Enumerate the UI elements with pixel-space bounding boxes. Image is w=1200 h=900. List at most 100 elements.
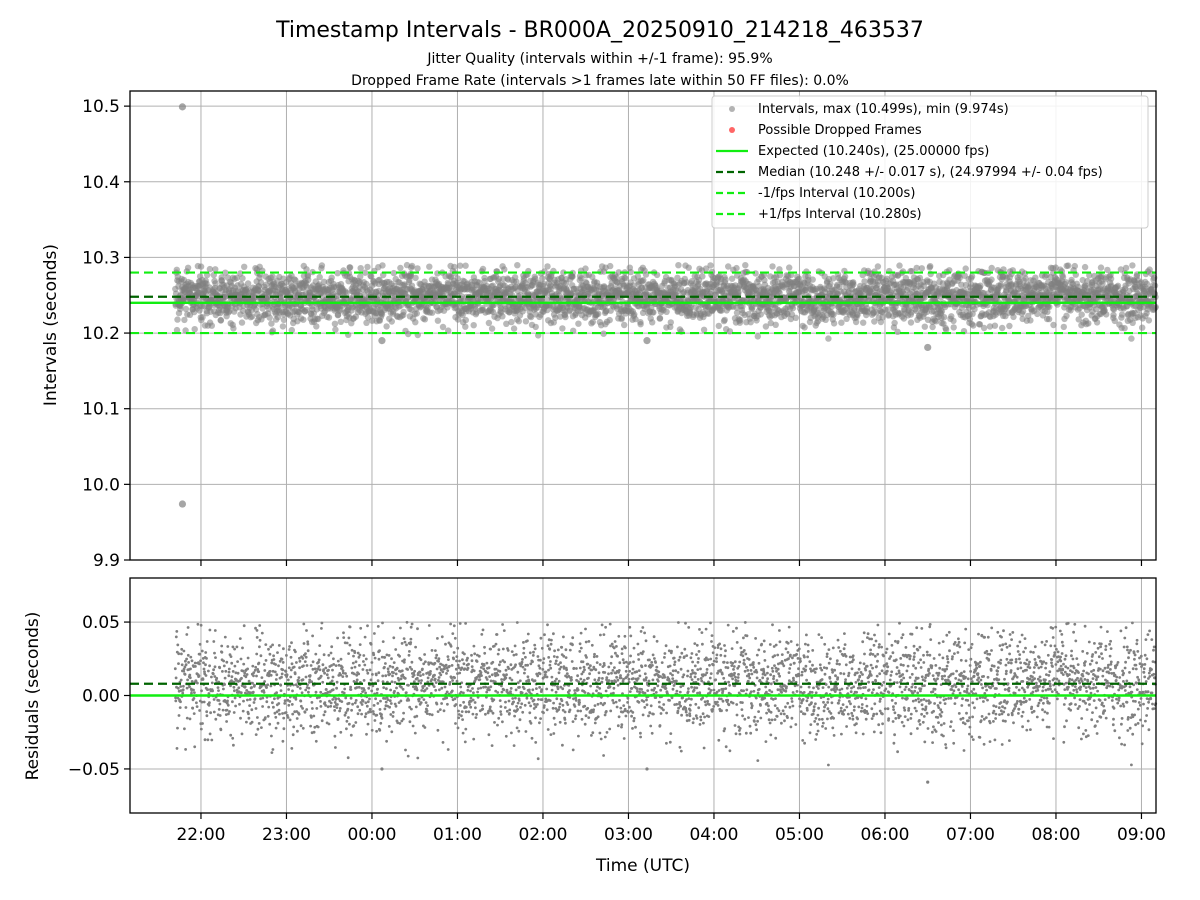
residual-point	[250, 720, 254, 724]
residual-point	[241, 646, 244, 650]
residual-point	[217, 689, 220, 692]
interval-point	[621, 321, 628, 329]
residual-point	[198, 642, 202, 646]
interval-point	[1065, 262, 1072, 269]
interval-point	[363, 319, 370, 326]
interval-point	[439, 323, 447, 331]
residual-point	[314, 652, 318, 656]
interval-point	[244, 280, 252, 287]
interval-point	[408, 262, 416, 270]
interval-point	[379, 262, 386, 269]
residual-point	[218, 666, 222, 670]
residual-point	[196, 622, 200, 626]
residual-point	[364, 712, 368, 716]
residual-point	[262, 691, 266, 694]
residual-point	[273, 697, 276, 701]
residual-point	[267, 647, 270, 651]
interval-point	[879, 314, 886, 321]
residual-point	[377, 657, 381, 661]
residual-point	[351, 661, 355, 665]
residual-point	[366, 722, 370, 726]
interval-point	[792, 314, 799, 321]
residual-point	[208, 701, 211, 705]
residual-point	[352, 680, 356, 683]
residual-point	[341, 675, 345, 678]
residual-point	[404, 691, 408, 694]
residual-point	[329, 701, 333, 705]
residual-point	[388, 672, 392, 676]
residual-point	[199, 623, 203, 627]
residual-point	[354, 721, 358, 724]
residual-point	[246, 667, 250, 671]
interval-point	[1071, 262, 1079, 270]
residual-point	[201, 678, 205, 681]
chart-subtitle-jitter: Jitter Quality (intervals within +/-1 fr…	[426, 51, 772, 67]
interval-point	[357, 273, 364, 280]
residual-point	[206, 738, 210, 742]
interval-point	[874, 263, 882, 270]
residual-point	[371, 710, 375, 713]
interval-point	[1034, 310, 1041, 318]
residual-point	[210, 675, 213, 679]
residual-point	[258, 645, 261, 649]
residual-point	[324, 688, 328, 691]
residual-point	[348, 722, 351, 726]
interval-point	[313, 323, 320, 330]
residual-point	[340, 666, 344, 669]
residual-point	[339, 730, 343, 734]
residual-point	[365, 704, 369, 708]
interval-point	[470, 322, 477, 329]
interval-point	[600, 330, 607, 337]
residual-point	[391, 710, 395, 714]
residual-point	[231, 670, 235, 673]
interval-point	[462, 316, 469, 324]
residual-point	[304, 655, 308, 659]
residual-point	[291, 712, 295, 716]
residual-point	[216, 686, 220, 689]
residual-point	[319, 705, 323, 708]
residual-point	[263, 716, 267, 719]
interval-point	[1078, 311, 1085, 318]
residual-point	[348, 643, 352, 647]
residual-point	[277, 664, 280, 668]
residual-point	[336, 717, 340, 721]
residual-point	[291, 733, 295, 737]
residual-point	[176, 686, 180, 690]
residual-point	[292, 665, 296, 669]
residual-point	[335, 706, 339, 709]
residual-point	[298, 687, 302, 690]
interval-point	[206, 265, 214, 273]
residual-point	[406, 754, 410, 758]
residual-point	[350, 648, 354, 652]
residual-point	[278, 712, 281, 716]
residual-point	[248, 704, 252, 707]
interval-point	[921, 323, 928, 330]
residual-point	[331, 675, 335, 679]
interval-point	[182, 305, 190, 313]
residual-point	[193, 745, 197, 749]
residual-point	[245, 673, 249, 676]
interval-point	[1110, 311, 1117, 319]
residual-point	[254, 707, 258, 710]
residual-point	[303, 660, 307, 663]
residual-point	[369, 642, 373, 646]
residual-point	[324, 704, 327, 707]
residual-point	[305, 629, 308, 632]
residual-point	[375, 691, 379, 695]
interval-point	[208, 322, 215, 329]
residual-point	[183, 727, 186, 731]
interval-point	[715, 322, 722, 330]
residual-point	[179, 685, 183, 688]
residual-point	[406, 668, 410, 671]
residual-point	[371, 673, 374, 676]
residual-point	[323, 671, 326, 675]
residual-point	[379, 721, 383, 725]
interval-point	[929, 323, 936, 331]
residual-point	[344, 711, 348, 715]
residual-point	[227, 674, 231, 678]
interval-point	[388, 318, 395, 325]
interval-point	[1145, 317, 1153, 324]
interval-point	[622, 275, 629, 282]
residual-point	[297, 679, 300, 682]
interval-point	[544, 263, 551, 270]
